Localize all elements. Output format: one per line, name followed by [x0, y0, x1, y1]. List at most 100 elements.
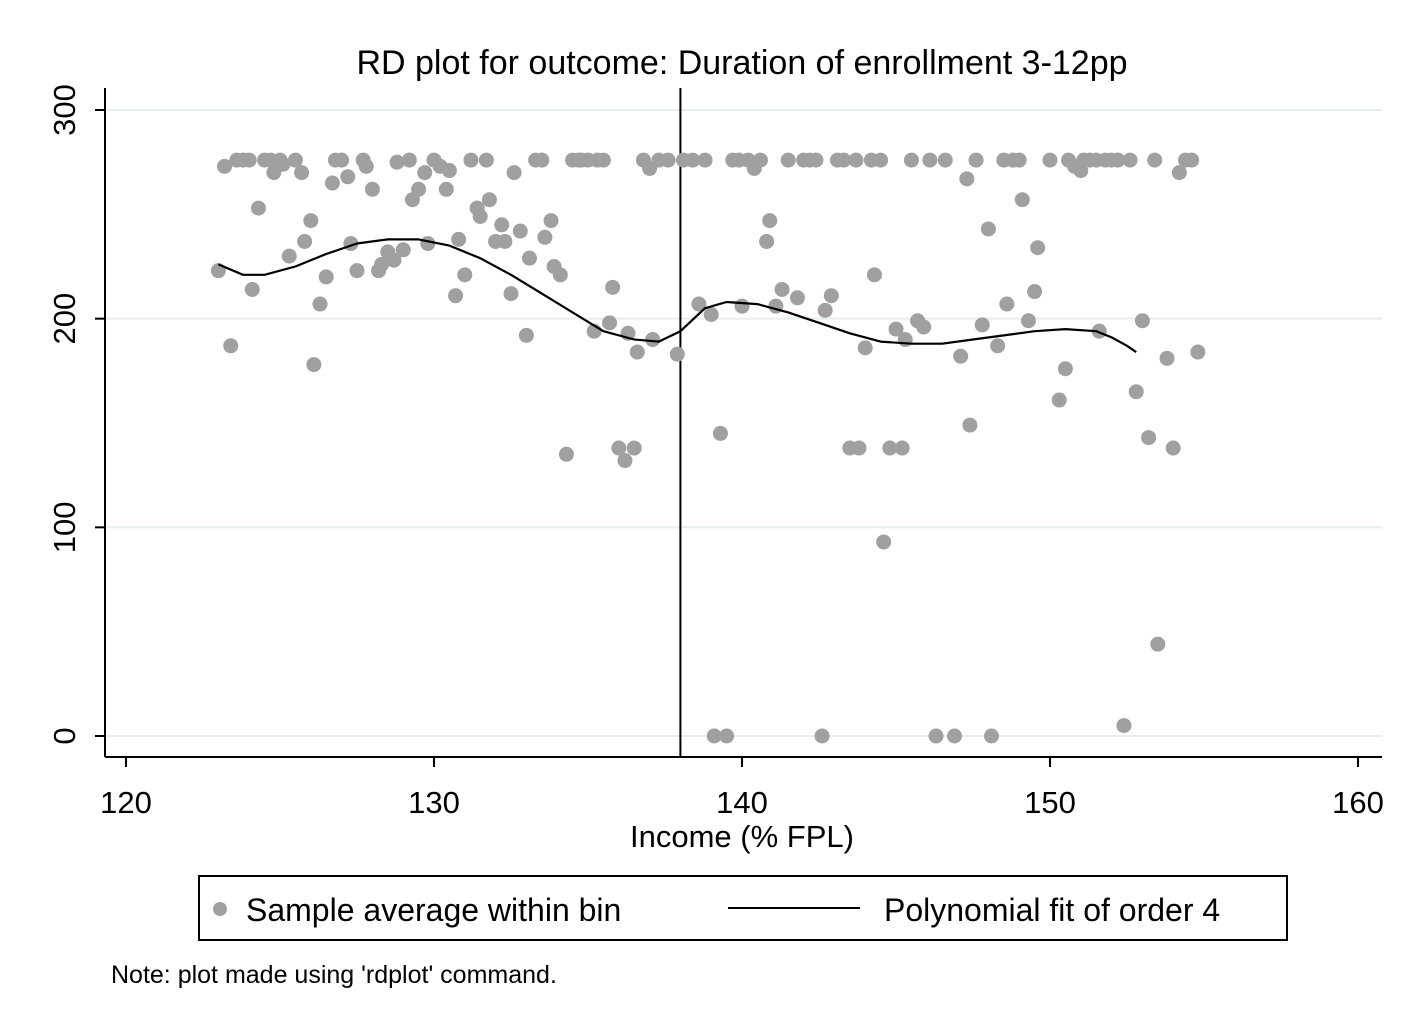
data-point [617, 453, 633, 469]
data-point [534, 152, 550, 168]
data-point [962, 417, 978, 433]
data-point [774, 281, 790, 297]
data-point [512, 223, 528, 239]
data-point [1184, 152, 1200, 168]
data-point [719, 728, 735, 744]
data-point [703, 306, 719, 322]
data-point [349, 263, 365, 279]
legend-label-scatter: Sample average within bin [246, 892, 621, 928]
data-point [903, 152, 919, 168]
x-tick-label-150: 150 [1024, 785, 1076, 820]
data-point [463, 152, 479, 168]
data-point [712, 425, 728, 441]
y-tick-label-200: 200 [47, 293, 82, 345]
data-point [521, 250, 537, 266]
data-point [626, 440, 642, 456]
data-point [983, 728, 999, 744]
data-point [882, 440, 898, 456]
data-point [395, 242, 411, 258]
data-point [287, 152, 303, 168]
data-point [1165, 440, 1181, 456]
data-point [873, 152, 889, 168]
data-point [281, 248, 297, 264]
data-point [685, 152, 701, 168]
data-point [968, 152, 984, 168]
data-point [324, 175, 340, 191]
x-tick-label-140: 140 [716, 785, 768, 820]
data-point [334, 152, 350, 168]
legend: Sample average within bin Polynomial fit… [198, 875, 1288, 941]
data-point [1159, 350, 1175, 366]
data-point [851, 440, 867, 456]
axes: 0 100 200 300 120 130 140 150 160 [47, 84, 1384, 820]
data-point [734, 298, 750, 314]
data-point [888, 321, 904, 337]
gridlines [105, 109, 1382, 737]
data-point [478, 152, 494, 168]
data-point [660, 152, 676, 168]
data-point [217, 158, 233, 174]
x-tick-label-160: 160 [1332, 785, 1384, 820]
data-point [780, 152, 796, 168]
data-point [420, 236, 436, 252]
data-point [759, 233, 775, 249]
data-point [1057, 361, 1073, 377]
data-point [518, 327, 534, 343]
data-point [999, 296, 1015, 312]
data-point [752, 152, 768, 168]
data-point [386, 252, 402, 268]
x-axis-label: Income (% FPL) [630, 819, 854, 854]
data-point [303, 213, 319, 229]
data-point [817, 302, 833, 318]
data-point [959, 171, 975, 187]
data-point [857, 340, 873, 356]
data-point [990, 338, 1006, 354]
data-point [1141, 430, 1157, 446]
scatter-series [210, 152, 1206, 744]
data-point [1122, 152, 1138, 168]
chart-title: RD plot for outcome: Duration of enrollm… [356, 44, 1127, 82]
x-tick-label-120: 120 [100, 785, 152, 820]
data-point [605, 279, 621, 295]
data-point [503, 286, 519, 302]
data-point [506, 165, 522, 181]
data-point [947, 728, 963, 744]
data-point [808, 152, 824, 168]
data-point [318, 269, 334, 285]
legend-label-line: Polynomial fit of order 4 [884, 892, 1220, 928]
fit-series [217, 238, 1137, 354]
data-point [762, 213, 778, 229]
data-point [358, 158, 374, 174]
data-point [1020, 313, 1036, 329]
data-point [543, 213, 559, 229]
data-point [401, 152, 417, 168]
data-point [451, 231, 467, 247]
data-point [441, 163, 457, 179]
data-point [894, 440, 910, 456]
data-point [595, 152, 611, 168]
data-point [1128, 384, 1144, 400]
data-point [789, 290, 805, 306]
data-point [1042, 152, 1058, 168]
data-point [558, 446, 574, 462]
data-point [1014, 192, 1030, 208]
data-point [497, 233, 513, 249]
data-point [953, 348, 969, 364]
data-point [417, 165, 433, 181]
data-point [552, 267, 568, 283]
data-point [340, 169, 356, 185]
data-point [389, 154, 405, 170]
legend-marker-scatter [213, 902, 227, 916]
data-point [438, 181, 454, 197]
data-point [836, 152, 852, 168]
data-point [876, 534, 892, 550]
data-point [250, 200, 266, 216]
data-point [1150, 636, 1166, 652]
chart-note: Note: plot made using 'rdplot' command. [111, 961, 557, 989]
data-point [312, 296, 328, 312]
x-tick-label-130: 130 [408, 785, 460, 820]
data-point [1171, 165, 1187, 181]
data-point [1147, 152, 1163, 168]
data-point [928, 728, 944, 744]
data-point [472, 208, 488, 224]
